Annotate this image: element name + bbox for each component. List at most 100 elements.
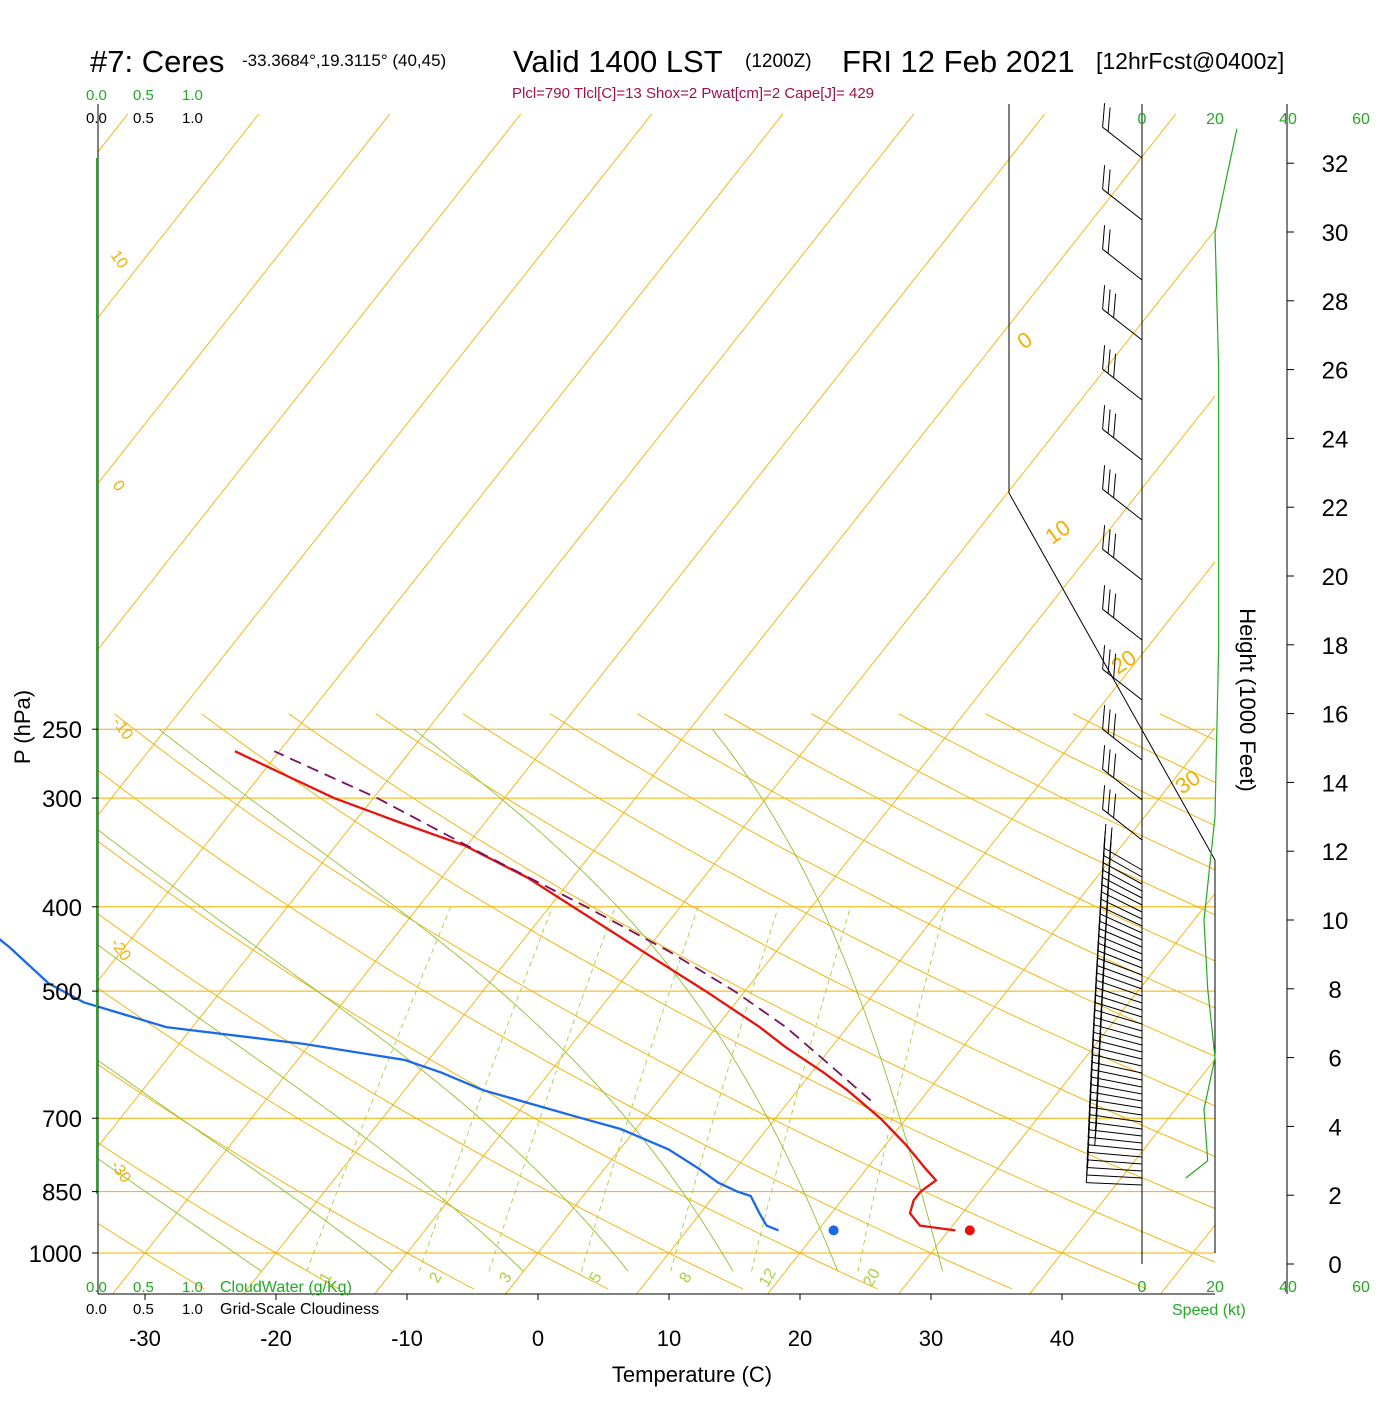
dry-adiabat-line — [637, 714, 1400, 1289]
temperature-tick-label: 30 — [919, 1326, 943, 1351]
station-coords: -33.3684°,19.3115° (40,45) — [242, 51, 446, 70]
mixing-ratio-line — [419, 907, 552, 1272]
speed-tick-label-top: 60 — [1352, 111, 1370, 128]
isotherm-line — [244, 114, 1176, 1294]
zulu-time: (1200Z) — [745, 51, 812, 72]
cloud-scale-bottom-green-2: 1.0 — [182, 1279, 203, 1296]
pressure-tick-label: 300 — [42, 786, 82, 813]
cloud-scale-bottom-black-1: 0.5 — [133, 1301, 154, 1318]
mixing-ratio-label: 3 — [497, 1270, 516, 1286]
dewpoint-surface-marker — [829, 1225, 839, 1235]
wind-barb-shaft — [1103, 189, 1142, 220]
dry-adiabat-line — [724, 714, 1400, 1289]
panel-boundary — [1009, 104, 1215, 860]
temperature-tick-label: 20 — [788, 1326, 812, 1351]
dry-adiabat-line — [1160, 714, 1400, 1289]
wind-barb-flag — [1103, 645, 1105, 669]
speed-tick-label-top: 20 — [1206, 111, 1224, 128]
wind-barb — [1103, 225, 1142, 280]
wind-barb-flag — [1108, 530, 1110, 554]
parcel-profile-line — [274, 751, 871, 1100]
moist-adiabat-label: 30 — [1171, 765, 1205, 800]
wind-barb-flag — [1103, 405, 1105, 429]
wind-barb — [1103, 165, 1142, 220]
valid-time: Valid 1400 LST — [513, 44, 723, 79]
dry-adiabat-line — [114, 714, 1146, 1289]
temperature-tick-label: -30 — [129, 1326, 161, 1351]
wind-barb-shaft — [1103, 309, 1142, 340]
pressure-tick-label: 400 — [42, 895, 82, 922]
speed-tick-label-top: 40 — [1279, 111, 1297, 128]
height-tick-label: 16 — [1322, 702, 1349, 729]
cloud-scale-top-black-1: 0.5 — [133, 110, 154, 127]
height-axis-label: Height (1000 Feet) — [1235, 608, 1260, 791]
cloud-scale-bottom-green-1: 0.5 — [133, 1279, 154, 1296]
wind-barb-flag — [1103, 225, 1105, 249]
wind-barb — [1103, 585, 1142, 640]
wind-barb-flag — [1108, 170, 1110, 194]
wind-barb-shaft — [1103, 369, 1142, 400]
moist-adiabat-label: 20 — [1107, 645, 1141, 680]
height-tick-label: 32 — [1322, 151, 1349, 178]
wind-barb-flag — [1108, 790, 1110, 814]
dry-adiabat-label: 10 — [107, 248, 131, 272]
cloud-scale-top-black-2: 1.0 — [182, 110, 203, 127]
forecast-date: FRI 12 Feb 2021 — [842, 44, 1075, 79]
temperature-tick-label: 10 — [657, 1326, 681, 1351]
wind-barb-flag — [1114, 474, 1116, 498]
x-axis-label: Temperature (C) — [612, 1362, 772, 1387]
speed-tick-label-bottom: 0 — [1138, 1279, 1147, 1296]
dry-adiabat-line — [0, 714, 878, 1289]
wind-barb-flag — [1103, 345, 1105, 369]
isotherm-line — [768, 114, 1400, 1294]
pressure-tick-label: 250 — [42, 717, 82, 744]
dry-adiabat-line — [376, 714, 1400, 1289]
wind-barb-flag — [1108, 470, 1110, 494]
mixing-ratio-line — [581, 907, 698, 1272]
grid-lines — [0, 114, 1400, 1294]
pressure-tick-label: 500 — [42, 979, 82, 1006]
height-tick-label: 28 — [1322, 289, 1349, 316]
dry-adiabat-line — [0, 714, 608, 1289]
wind-barb-flag — [1103, 165, 1105, 189]
y-axis-label: P (hPa) — [10, 690, 35, 764]
speed-tick-label-bottom: 60 — [1352, 1279, 1370, 1296]
wind-barb-flag — [1103, 785, 1105, 809]
wind-barb-flag — [1103, 705, 1105, 729]
wind-barb — [1103, 705, 1142, 760]
pressure-tick-label: 850 — [42, 1180, 82, 1207]
isotherm-line — [0, 114, 783, 1294]
dry-adiabat-line — [1334, 714, 1400, 1289]
wind-barb-shaft — [1103, 249, 1142, 280]
wind-barb — [1103, 745, 1142, 800]
wind-barb-flag — [1108, 410, 1110, 434]
wind-barb-flag — [1114, 534, 1116, 558]
stability-indices: Plcl=790 Tlcl[C]=13 Shox=2 Pwat[cm]=2 Ca… — [512, 85, 874, 102]
wind-barb — [1103, 465, 1142, 520]
wind-barb-shaft — [1103, 489, 1142, 520]
mixing-ratio-line — [752, 907, 851, 1272]
height-tick-label: 2 — [1328, 1183, 1341, 1210]
wind-barb-flag — [1108, 290, 1110, 314]
wind-barb-flag — [1108, 108, 1110, 132]
wind-barb-shaft — [1088, 1137, 1142, 1143]
pressure-tick-label: 700 — [42, 1106, 82, 1133]
wind-barb-flag — [1114, 794, 1116, 818]
wind-barb — [1103, 405, 1142, 460]
station-title: #7: Ceres — [90, 44, 224, 79]
wind-barb — [1103, 525, 1142, 580]
height-tick-label: 6 — [1328, 1046, 1341, 1073]
wind-barb-shaft — [1103, 809, 1142, 840]
mixing-ratio-label: 12 — [756, 1266, 780, 1290]
height-tick-label: 14 — [1322, 770, 1349, 797]
temperature-tick-label: 0 — [532, 1326, 544, 1351]
profiles — [0, 751, 975, 1235]
dry-adiabat-line — [27, 714, 1012, 1289]
cloud-scale-bottom-green-0: 0.0 — [86, 1279, 107, 1296]
wind-barb-flag — [1114, 414, 1116, 438]
speed-tick-label-top: 0 — [1138, 111, 1147, 128]
wind-barb-flag — [1103, 745, 1105, 769]
height-tick-label: 30 — [1322, 220, 1349, 247]
dry-adiabat-label: -30 — [107, 1158, 134, 1187]
